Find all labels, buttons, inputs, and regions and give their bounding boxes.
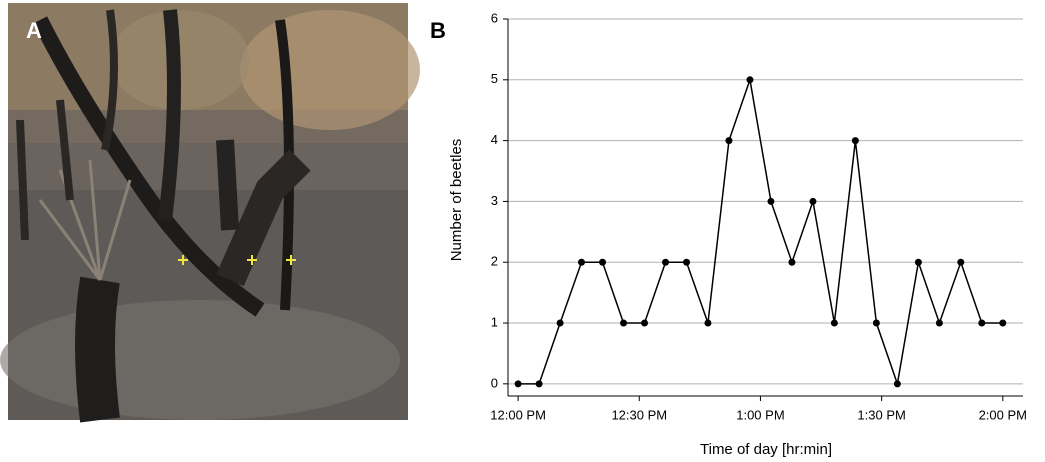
x-tick-label: 12:00 PM: [490, 407, 546, 422]
point: [831, 320, 838, 327]
y-tick-label: 1: [491, 314, 498, 329]
point: [557, 320, 564, 327]
x-axis-label: Time of day [hr:min]: [700, 441, 832, 458]
x-tick-label: 2:00 PM: [979, 407, 1027, 422]
point: [978, 320, 985, 327]
figure: A B Time of day [hr:min] Number of beetl…: [0, 0, 1045, 462]
point: [936, 320, 943, 327]
y-tick-label: 4: [491, 132, 498, 147]
y-tick-label: 0: [491, 375, 498, 390]
point: [746, 76, 753, 83]
point: [599, 259, 606, 266]
y-tick-label: 3: [491, 193, 498, 208]
point: [894, 380, 901, 387]
x-tick-label: 12:30 PM: [611, 407, 667, 422]
photo: A: [0, 3, 420, 420]
point: [873, 320, 880, 327]
point: [957, 259, 964, 266]
point: [788, 259, 795, 266]
point: [683, 259, 690, 266]
y-tick-label: 5: [491, 71, 498, 86]
point: [704, 320, 711, 327]
panel-label: A: [26, 18, 42, 43]
panel-label: B: [430, 18, 446, 43]
point: [536, 380, 543, 387]
point: [915, 259, 922, 266]
y-tick-label: 6: [491, 10, 498, 25]
x-tick-label: 1:00 PM: [736, 407, 784, 422]
point: [620, 320, 627, 327]
point: [999, 320, 1006, 327]
point: [578, 259, 585, 266]
point: [725, 137, 732, 144]
point: [767, 198, 774, 205]
x-tick-label: 1:30 PM: [857, 407, 905, 422]
point: [852, 137, 859, 144]
point: [809, 198, 816, 205]
line: [518, 80, 1003, 384]
y-tick-label: 2: [491, 254, 498, 269]
y-axis-label: Number of beetles: [448, 139, 465, 262]
point: [662, 259, 669, 266]
point: [641, 320, 648, 327]
point: [515, 380, 522, 387]
